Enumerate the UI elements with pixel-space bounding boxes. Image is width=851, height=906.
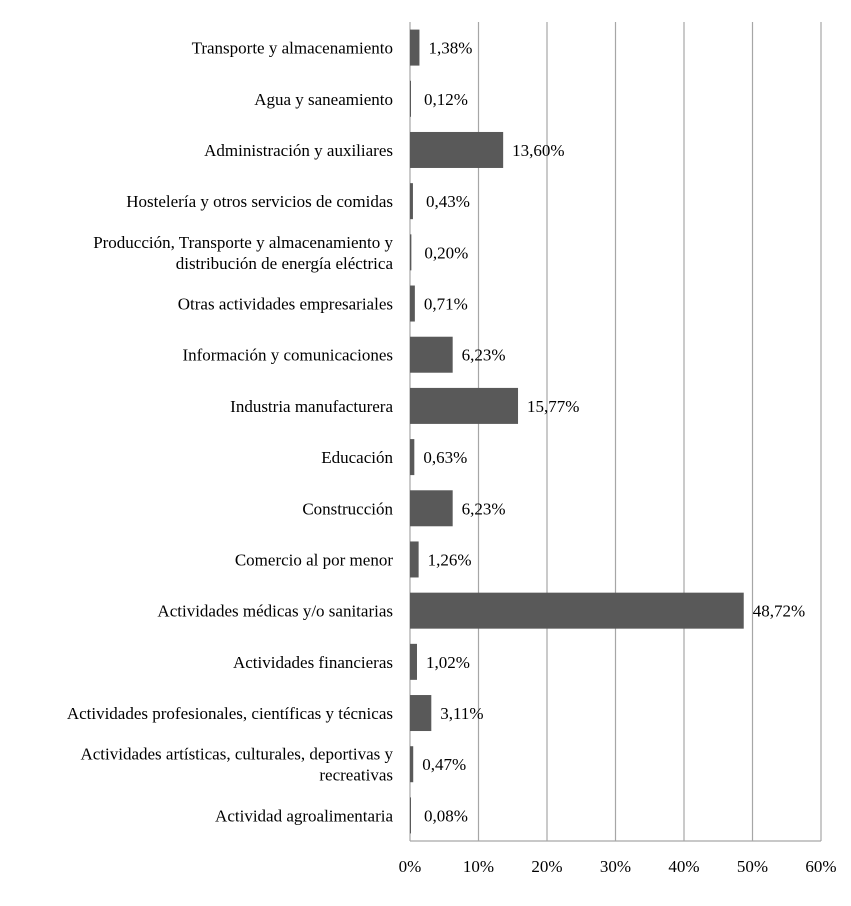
category-label: Actividades financieras (233, 653, 393, 672)
data-label: 1,02% (426, 653, 470, 672)
category-label: Actividades artísticas, culturales, depo… (80, 745, 393, 785)
category-label: Actividades médicas y/o sanitarias (157, 602, 393, 621)
data-label: 6,23% (462, 499, 506, 518)
category-label-line: Agua y saneamiento (254, 90, 393, 109)
category-label: Educación (321, 448, 393, 467)
data-label: 1,38% (428, 39, 472, 58)
data-label: 13,60% (512, 141, 564, 160)
data-label: 15,77% (527, 397, 579, 416)
category-label: Construcción (302, 499, 393, 518)
data-label: 6,23% (462, 346, 506, 365)
bar (410, 387, 519, 424)
x-tick-label: 0% (399, 857, 422, 876)
bar (410, 336, 453, 373)
category-label: Comercio al por menor (235, 550, 393, 569)
data-label: 0,71% (424, 295, 468, 314)
bar (410, 746, 414, 783)
data-label: 0,43% (426, 192, 470, 211)
bar (410, 234, 412, 271)
category-label: Agua y saneamiento (254, 90, 393, 109)
bar (410, 643, 417, 680)
category-label-line: Producción, Transporte y almacenamiento … (93, 233, 393, 252)
bar (410, 695, 432, 732)
category-label-line: Información y comunicaciones (182, 346, 393, 365)
bar (410, 29, 420, 66)
bar (410, 490, 453, 527)
data-label: 3,11% (440, 704, 483, 723)
category-label: Hostelería y otros servicios de comidas (126, 192, 393, 211)
x-tick-label: 40% (668, 857, 699, 876)
data-label: 0,47% (422, 755, 466, 774)
category-label-line: Comercio al por menor (235, 550, 393, 569)
category-label: Información y comunicaciones (182, 346, 393, 365)
data-label: 1,26% (428, 550, 472, 569)
data-label: 0,63% (423, 448, 467, 467)
category-label-line: recreativas (319, 766, 393, 785)
category-label: Actividad agroalimentaria (215, 806, 393, 825)
category-label-line: Industria manufacturera (230, 397, 393, 416)
data-label: 0,20% (424, 243, 468, 262)
bar (410, 285, 415, 322)
x-tick-label: 20% (531, 857, 562, 876)
category-label: Producción, Transporte y almacenamiento … (93, 233, 393, 273)
bar (410, 439, 415, 476)
category-label: Transporte y almacenamiento (192, 39, 393, 58)
category-label-line: Actividades artísticas, culturales, depo… (80, 745, 393, 764)
category-label-line: Construcción (302, 499, 393, 518)
category-label-line: Actividades financieras (233, 653, 393, 672)
bar (410, 592, 744, 629)
category-label-line: Actividad agroalimentaria (215, 806, 393, 825)
data-label: 0,08% (424, 806, 468, 825)
category-label-line: Actividades profesionales, científicas y… (67, 704, 393, 723)
bar (410, 80, 411, 117)
category-label: Otras actividades empresariales (178, 295, 393, 314)
bar (410, 541, 419, 578)
category-label: Actividades profesionales, científicas y… (67, 704, 393, 723)
bar (410, 131, 504, 168)
category-label-line: Transporte y almacenamiento (192, 39, 393, 58)
bar (410, 797, 411, 834)
data-label: 48,72% (753, 602, 805, 621)
bar (410, 183, 413, 220)
data-label: 0,12% (424, 90, 468, 109)
x-tick-label: 50% (737, 857, 768, 876)
category-label: Industria manufacturera (230, 397, 393, 416)
category-label-line: Actividades médicas y/o sanitarias (157, 602, 393, 621)
category-label-line: Otras actividades empresariales (178, 295, 393, 314)
x-tick-label: 60% (805, 857, 836, 876)
category-label-line: Hostelería y otros servicios de comidas (126, 192, 393, 211)
category-label-line: Administración y auxiliares (204, 141, 393, 160)
x-tick-label: 10% (463, 857, 494, 876)
category-label-line: distribución de energía eléctrica (176, 254, 394, 273)
category-label-line: Educación (321, 448, 393, 467)
x-tick-label: 30% (600, 857, 631, 876)
category-label: Administración y auxiliares (204, 141, 393, 160)
